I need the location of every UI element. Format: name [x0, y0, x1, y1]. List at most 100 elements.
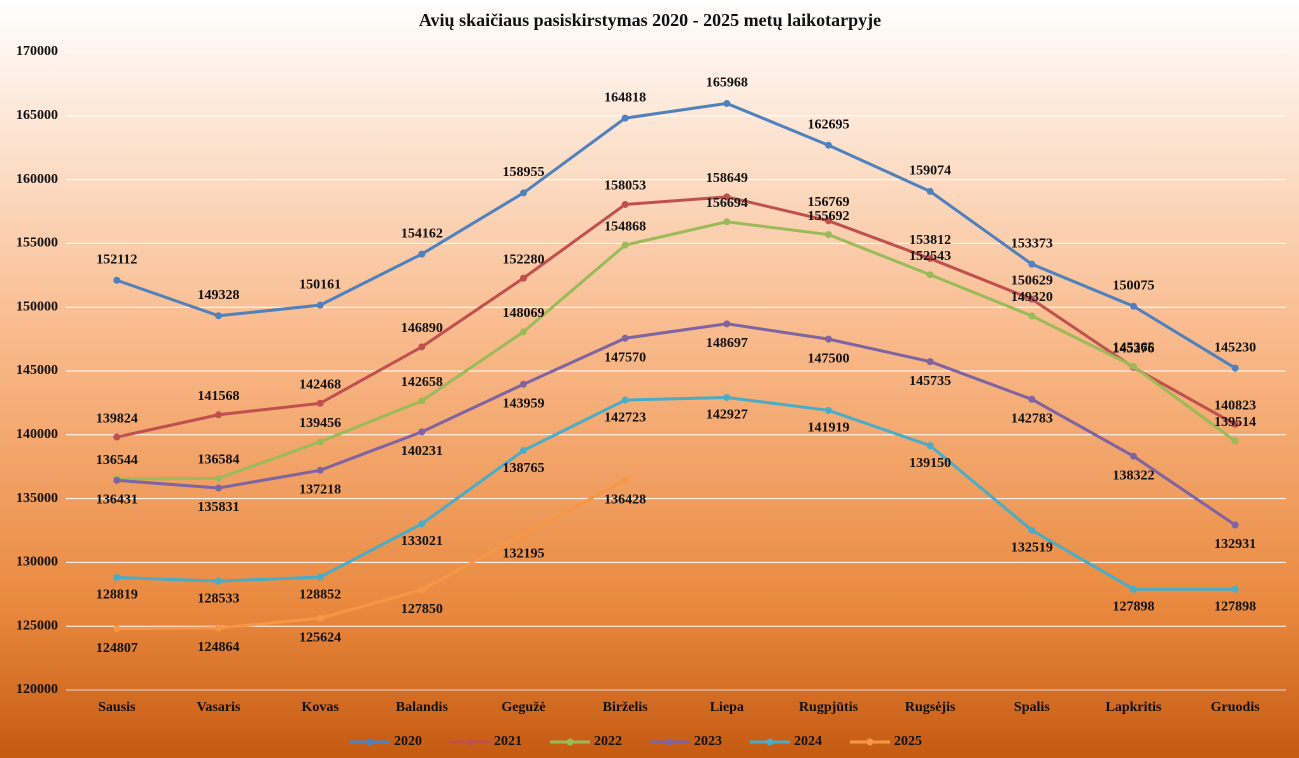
x-tick-label: Rugpjūtis: [799, 700, 859, 715]
data-label: 155692: [808, 209, 850, 224]
data-label: 142783: [1011, 412, 1053, 427]
data-point: [723, 99, 731, 107]
legend-label: 2025: [894, 734, 922, 749]
data-point: [113, 476, 121, 484]
data-label: 142658: [401, 375, 443, 390]
data-point: [520, 274, 527, 282]
data-label: 139514: [1214, 415, 1256, 430]
data-label: 145735: [909, 374, 951, 389]
data-label: 136544: [96, 453, 138, 468]
data-label: 150629: [1011, 273, 1053, 288]
x-tick-label: Balandis: [396, 700, 449, 715]
data-point: [926, 271, 934, 279]
data-label: 145365: [1113, 341, 1155, 356]
legend-label: 2024: [794, 734, 822, 749]
data-point: [825, 141, 832, 149]
legend-marker: [466, 738, 474, 746]
legend-label: 2021: [494, 734, 522, 749]
data-point: [621, 396, 629, 404]
data-point: [926, 255, 934, 263]
series-line: [116, 220, 1237, 481]
data-point: [1231, 437, 1239, 445]
data-point: [621, 476, 629, 484]
y-tick-label: 135000: [16, 491, 58, 506]
data-point: [825, 217, 832, 225]
data-point: [215, 484, 222, 492]
data-label: 127898: [1214, 599, 1256, 614]
x-tick-label: Vasaris: [197, 700, 241, 715]
data-point: [1028, 526, 1036, 534]
y-tick-label: 160000: [16, 172, 58, 187]
y-tick-label: 165000: [16, 108, 58, 123]
x-tick-label: Rugsėjis: [905, 700, 956, 715]
data-point: [418, 586, 426, 594]
data-point: [1231, 420, 1239, 428]
data-point: [316, 438, 324, 446]
x-tick-label: Kovas: [301, 700, 339, 715]
legend-label: 2023: [694, 734, 722, 749]
y-tick-label: 130000: [16, 555, 58, 570]
data-label: 150161: [299, 277, 341, 292]
data-point: [215, 577, 222, 585]
data-point: [926, 358, 934, 366]
x-tick-label: Gruodis: [1211, 700, 1261, 715]
legend-label: 2022: [594, 734, 622, 749]
data-label: 156769: [808, 195, 850, 210]
data-point: [723, 393, 731, 401]
data-label: 164818: [604, 90, 646, 105]
data-label: 146890: [401, 321, 443, 336]
data-point: [926, 187, 934, 195]
data-point: [1028, 395, 1036, 403]
data-label: 152280: [503, 252, 545, 267]
data-label: 143959: [503, 397, 545, 412]
data-point: [621, 241, 629, 249]
data-label: 162695: [808, 117, 850, 132]
data-label: 149328: [198, 288, 240, 303]
legend-marker: [366, 738, 374, 746]
data-label: 159074: [909, 164, 951, 179]
data-point: [316, 573, 324, 581]
data-point: [113, 276, 121, 284]
series-line: [116, 101, 1236, 370]
data-label: 142927: [706, 408, 748, 423]
data-point: [520, 530, 527, 538]
data-point: [723, 320, 731, 328]
data-label: 153812: [909, 233, 951, 248]
data-point: [215, 474, 222, 482]
data-point: [520, 380, 527, 388]
data-point: [1028, 295, 1036, 303]
legend-marker: [566, 738, 574, 746]
data-label: 132195: [503, 547, 545, 562]
data-point: [418, 250, 426, 258]
data-point: [215, 312, 222, 320]
data-point: [1231, 585, 1239, 593]
data-point: [520, 328, 527, 336]
data-label: 125624: [299, 630, 341, 645]
legend-marker: [666, 738, 674, 746]
data-point: [113, 433, 121, 441]
data-label: 145230: [1214, 340, 1256, 355]
data-label: 141568: [198, 389, 240, 404]
data-point: [926, 442, 934, 450]
data-label: 128533: [198, 591, 240, 606]
data-label: 156694: [706, 196, 748, 211]
data-point: [1130, 362, 1137, 370]
y-tick-label: 140000: [16, 427, 58, 442]
data-label: 136584: [198, 453, 240, 468]
data-label: 124864: [198, 640, 240, 655]
data-label: 136431: [96, 493, 138, 508]
data-point: [418, 520, 426, 528]
data-point: [1028, 312, 1036, 320]
data-point: [1130, 452, 1137, 460]
data-label: 152543: [909, 249, 951, 264]
data-point: [621, 114, 629, 122]
data-label: 153373: [1011, 236, 1053, 251]
data-point: [1231, 364, 1239, 372]
series-line: [116, 322, 1237, 527]
data-point: [418, 428, 426, 436]
data-label: 148697: [706, 336, 748, 351]
legend-marker: [866, 738, 874, 746]
data-label: 147570: [604, 350, 646, 365]
data-label: 150075: [1113, 278, 1155, 293]
